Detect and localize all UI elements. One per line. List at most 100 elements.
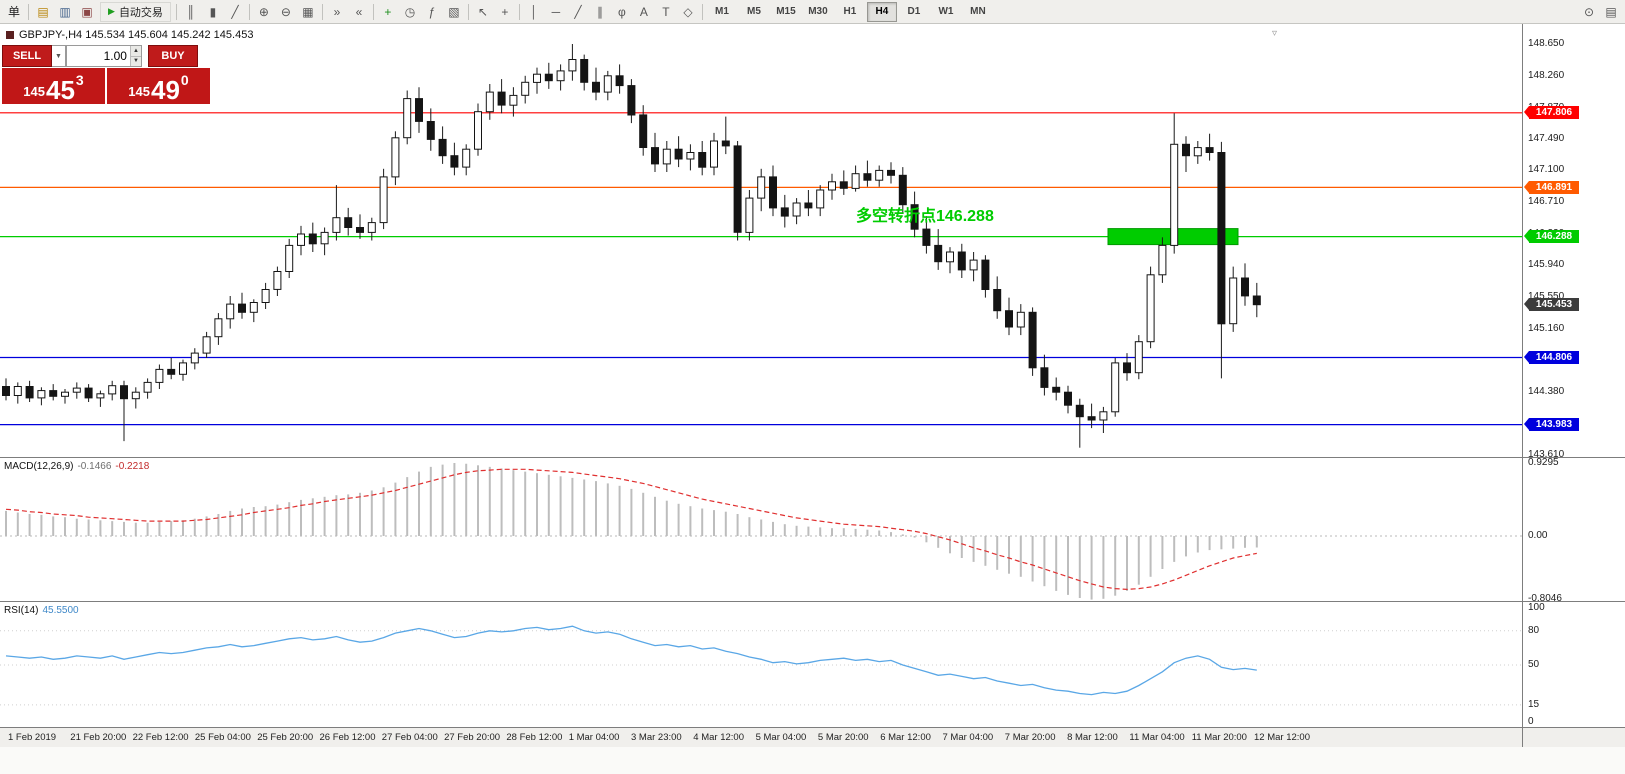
price-tag-arrow (1524, 298, 1529, 311)
new-chart-icon[interactable]: ▤ (37, 4, 49, 19)
fibonacci-icon[interactable]: φ (618, 4, 626, 19)
time-axis-label: 5 Mar 04:00 (755, 732, 807, 743)
shapes-icon[interactable]: ◇ (683, 4, 693, 19)
resistance-line-tag: 147.806 (1524, 106, 1579, 120)
rsi-axis[interactable]: 100 80 50 15 0 (1522, 602, 1625, 727)
time-axis-label: 27 Feb 04:00 (381, 732, 438, 743)
lot-size-input[interactable] (67, 46, 130, 66)
price-tag-arrow (1524, 230, 1529, 243)
current-price-tag: 145.453 (1524, 298, 1579, 312)
timeframe-m1[interactable]: M1 (714, 6, 729, 17)
time-axis-label: 4 Mar 12:00 (693, 732, 744, 743)
candlestick-chart-icon[interactable]: ▮ (209, 4, 217, 19)
timeframe-m30[interactable]: M30 (808, 6, 828, 17)
price-tag-arrow (1524, 351, 1529, 363)
timeframe-d1[interactable]: D1 (907, 6, 921, 17)
price-axis-label: 147.100 (1528, 164, 1565, 176)
price-axis[interactable]: 148.650148.260147.870147.490147.100146.7… (1522, 24, 1625, 460)
line-chart-icon[interactable]: ╱ (231, 4, 239, 19)
toolbar-separator (321, 3, 323, 20)
rsi-axis-label: 80 (1528, 624, 1540, 636)
sell-price-display[interactable]: 145 45 3 (2, 68, 105, 104)
toolbar-separator (467, 3, 469, 20)
macd-axis-label: -0.8046 (1528, 593, 1562, 605)
text-icon[interactable]: A (639, 4, 648, 19)
label-icon[interactable]: T (662, 4, 670, 19)
time-axis[interactable]: 1 Feb 2019 21 Feb 20:00 22 Feb 12:00 25 Feb… (0, 727, 1625, 747)
tile-windows-icon[interactable]: ▦ (302, 4, 314, 19)
time-axis-label: 28 Feb 12:00 (506, 732, 563, 743)
channel-icon[interactable]: ∥ (596, 4, 603, 19)
buy-price-pips: 49 (150, 74, 180, 105)
time-axis-label: 12 Mar 12:00 (1254, 732, 1310, 743)
buy-button[interactable]: BUY (148, 45, 198, 67)
price-tag-arrow (1524, 106, 1529, 119)
vertical-line-icon[interactable]: │ (530, 4, 538, 19)
rsi-canvas[interactable] (0, 602, 1522, 727)
rsi-axis-label: 0 (1528, 716, 1534, 727)
timeframe-mn[interactable]: MN (970, 6, 986, 17)
macd-axis-label: 0.9295 (1528, 457, 1559, 468)
timeframe-h4[interactable]: H4 (866, 1, 897, 22)
market-watch-icon[interactable]: ▥ (59, 4, 71, 19)
macd-signal-value: -0.2218 (115, 461, 150, 472)
price-tag-arrow (1524, 180, 1529, 193)
price-axis-label: 143.610 (1528, 449, 1565, 460)
horizontal-line-icon[interactable]: ─ (551, 4, 561, 19)
buy-price-display[interactable]: 145 49 0 (107, 68, 210, 104)
time-axis-label: 11 Mar 20:00 (1191, 732, 1247, 743)
price-axis-label: 147.490 (1528, 132, 1565, 144)
lot-dropdown[interactable]: ▼ (52, 45, 66, 67)
price-axis-label: 145.550 (1528, 290, 1565, 302)
zoom-out-icon[interactable]: ⊖ (280, 4, 291, 19)
candlesticks (2, 44, 1261, 448)
status-bar (0, 747, 1625, 774)
time-axis-label: 5 Mar 20:00 (817, 732, 869, 743)
bar-chart-icon[interactable]: ║ (186, 4, 196, 19)
rsi-axis-label: 50 (1528, 659, 1540, 670)
navigator-icon[interactable]: ▣ (81, 4, 93, 19)
trendline-icon[interactable]: ╱ (574, 4, 582, 19)
lot-spin-up-icon[interactable]: ▲ (130, 46, 141, 56)
pivot-annotation: 多空转折点146.288 (856, 208, 994, 225)
toolbar-separator (701, 3, 703, 20)
templates-icon[interactable]: ▧ (448, 4, 460, 19)
buy-price-subpip: 0 (180, 72, 189, 88)
macd-axis[interactable]: 0.9295 0.00 -0.8046 (1522, 457, 1625, 604)
cursor-icon[interactable]: ↖ (477, 4, 488, 19)
period-icon[interactable]: ◷ (404, 4, 416, 19)
timeframe-w1[interactable]: W1 (938, 6, 954, 17)
search-icon[interactable]: ⊙ (1583, 4, 1595, 19)
autotrading-button[interactable]: ▶ 自动交易 (100, 1, 171, 22)
price-chart-canvas[interactable] (0, 24, 1522, 457)
toolbar-separator (248, 3, 250, 20)
timeframe-m15[interactable]: M15 (776, 6, 796, 17)
price-chart-panel: GBPJPY-,H4 145.534 145.604 145.242 145.4… (0, 24, 1625, 460)
new-order-icon[interactable]: + (384, 4, 392, 19)
crosshair-icon[interactable]: + (501, 4, 509, 19)
zoom-in-icon[interactable]: ⊕ (258, 4, 269, 19)
auto-scroll-icon[interactable]: » (333, 4, 341, 19)
price-tag-arrow (1524, 418, 1529, 431)
time-axis-label: 11 Mar 04:00 (1129, 732, 1185, 743)
docs-icon[interactable]: ▤ (1605, 4, 1617, 19)
chart-shift-icon[interactable]: « (355, 4, 363, 19)
autotrading-play-icon: ▶ (108, 6, 115, 16)
autotrading-label: 自动交易 (118, 6, 163, 19)
lot-spin-down-icon[interactable]: ▼ (130, 55, 141, 66)
sell-button[interactable]: SELL (2, 45, 52, 67)
time-axis-label: 7 Mar 20:00 (1004, 732, 1056, 743)
price-axis-label: 145.160 (1528, 322, 1565, 334)
menu-item[interactable]: 单 (8, 5, 21, 19)
macd-panel: MACD(12,26,9) -0.1466 -0.2218 0.9295 0.00 -0… (0, 457, 1625, 604)
indicators-icon[interactable]: ƒ (428, 4, 436, 19)
toolbar-separator (372, 3, 374, 20)
timeframe-h1[interactable]: H1 (843, 6, 857, 17)
timeframe-m5[interactable]: M5 (746, 6, 761, 17)
macd-axis-label: 0.00 (1528, 530, 1548, 541)
upper-level-line-tag: 146.891 (1524, 180, 1579, 194)
time-axis-label: 26 Feb 12:00 (319, 732, 376, 743)
macd-canvas[interactable] (0, 458, 1522, 601)
